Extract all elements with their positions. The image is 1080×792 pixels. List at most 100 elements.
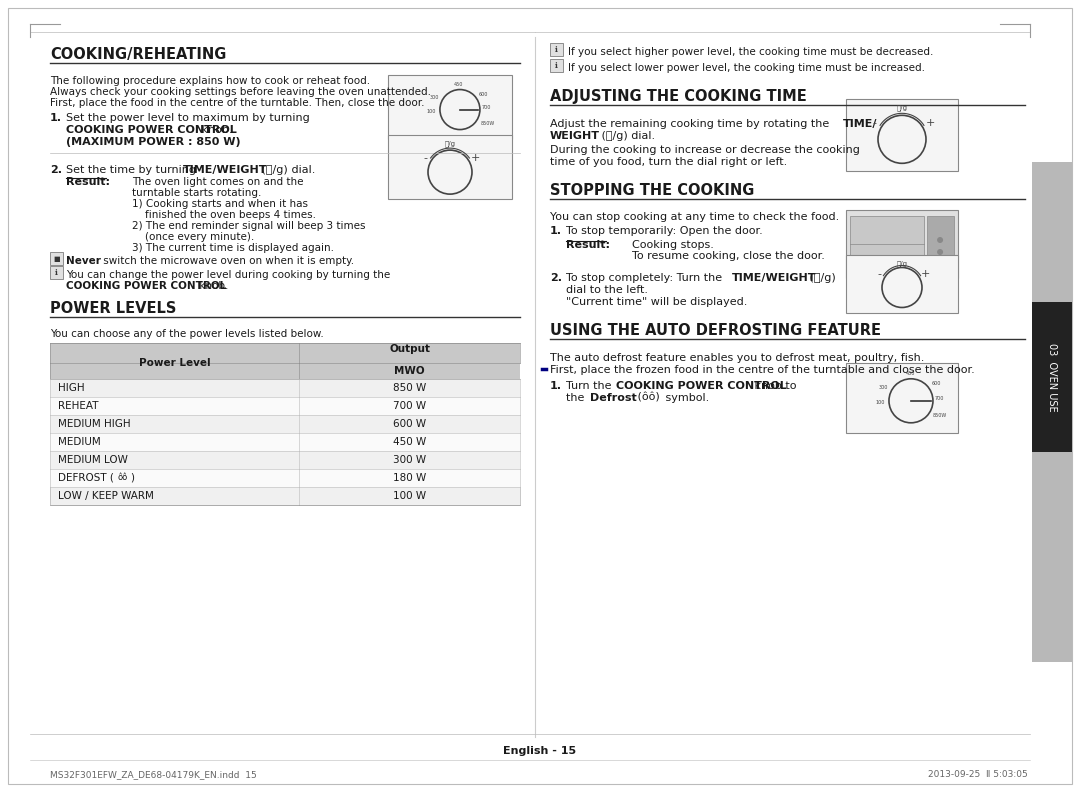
Text: MEDIUM HIGH: MEDIUM HIGH [58, 419, 131, 429]
Bar [388, 75, 512, 139]
Bar [846, 99, 958, 171]
Text: To resume cooking, close the door.: To resume cooking, close the door. [632, 251, 825, 261]
Text: 100: 100 [876, 400, 885, 406]
Text: (⏱/g): (⏱/g) [806, 273, 836, 283]
Bar [550, 43, 563, 56]
Text: 100: 100 [427, 109, 436, 114]
Text: (⏱/g) dial.: (⏱/g) dial. [598, 131, 656, 141]
Text: 2.: 2. [50, 165, 62, 175]
Text: finished the oven beeps 4 times.: finished the oven beeps 4 times. [132, 210, 316, 220]
Bar [1032, 162, 1072, 662]
Bar [846, 363, 958, 433]
Text: ℹ: ℹ [555, 45, 558, 54]
Text: Power Level: Power Level [138, 358, 211, 368]
Text: 850W: 850W [933, 413, 947, 418]
Bar [50, 487, 519, 505]
Text: knob to: knob to [751, 381, 797, 391]
Text: 2.: 2. [550, 273, 562, 283]
Bar [388, 135, 512, 199]
Text: English - 15: English - 15 [503, 746, 577, 756]
Text: ôô: ôô [118, 474, 129, 482]
Text: +: + [470, 153, 480, 163]
Text: (⏱/g): (⏱/g) [258, 165, 287, 175]
Bar [1032, 302, 1072, 452]
Bar [50, 343, 519, 363]
Text: During the cooking to increase or decrease the cooking: During the cooking to increase or decrea… [550, 145, 860, 155]
Text: time of you food, turn the dial right or left.: time of you food, turn the dial right or… [550, 157, 787, 167]
Text: -: - [872, 118, 876, 128]
Text: You can choose any of the power levels listed below.: You can choose any of the power levels l… [50, 329, 324, 339]
Text: ⏱/g: ⏱/g [896, 260, 907, 267]
Bar [927, 216, 954, 272]
Text: Output: Output [389, 344, 430, 354]
Text: 300: 300 [430, 95, 438, 100]
Text: You can stop cooking at any time to check the food.: You can stop cooking at any time to chec… [550, 212, 839, 222]
Text: dial to the left.: dial to the left. [566, 285, 648, 295]
Text: 600 W: 600 W [393, 419, 427, 429]
Bar [50, 415, 519, 433]
Text: ADJUSTING THE COOKING TIME: ADJUSTING THE COOKING TIME [550, 89, 807, 104]
Text: MS32F301EFW_ZA_DE68-04179K_EN.indd  15: MS32F301EFW_ZA_DE68-04179K_EN.indd 15 [50, 770, 257, 779]
Text: 1.: 1. [550, 381, 562, 391]
Text: TIME/WEIGHT: TIME/WEIGHT [183, 165, 268, 175]
Text: To stop completely: Turn the: To stop completely: Turn the [566, 273, 726, 283]
Text: MEDIUM LOW: MEDIUM LOW [58, 455, 127, 465]
Text: 2) The end reminder signal will beep 3 times: 2) The end reminder signal will beep 3 t… [132, 221, 365, 231]
Text: To stop temporarily: Open the door.: To stop temporarily: Open the door. [566, 226, 762, 236]
Text: 450: 450 [455, 82, 463, 86]
Text: switch the microwave oven on when it is empty.: switch the microwave oven on when it is … [100, 256, 354, 266]
Text: ): ) [130, 473, 134, 483]
Text: Cooking stops.: Cooking stops. [632, 240, 714, 250]
Text: POWER LEVELS: POWER LEVELS [50, 301, 176, 316]
Text: ⏱/g: ⏱/g [445, 140, 456, 147]
Text: COOKING POWER CONTROL: COOKING POWER CONTROL [66, 281, 226, 291]
Circle shape [937, 261, 943, 267]
Bar [846, 255, 958, 313]
Bar [299, 363, 519, 379]
Text: +: + [926, 118, 934, 128]
Bar [50, 397, 519, 415]
Text: LOW / KEEP WARM: LOW / KEEP WARM [58, 491, 153, 501]
Text: 03  OVEN USE: 03 OVEN USE [1047, 343, 1057, 411]
Text: TIME/: TIME/ [843, 119, 877, 129]
Text: If you select lower power level, the cooking time must be increased.: If you select lower power level, the coo… [568, 63, 924, 73]
Text: turntable starts rotating.: turntable starts rotating. [132, 188, 261, 198]
Text: If you select higher power level, the cooking time must be decreased.: If you select higher power level, the co… [568, 47, 933, 57]
Text: 450 W: 450 W [393, 437, 427, 447]
Text: 600: 600 [932, 381, 942, 386]
Bar [846, 210, 958, 278]
Text: MEDIUM: MEDIUM [58, 437, 100, 447]
Text: DEFROST (: DEFROST ( [58, 473, 113, 483]
Text: Always check your cooking settings before leaving the oven unattended.: Always check your cooking settings befor… [50, 87, 431, 97]
Text: The auto defrost feature enables you to defrost meat, poultry, fish.: The auto defrost feature enables you to … [550, 353, 924, 363]
Text: 300 W: 300 W [393, 455, 427, 465]
Text: COOKING POWER CONTROL: COOKING POWER CONTROL [616, 381, 786, 391]
Text: 3) The current time is displayed again.: 3) The current time is displayed again. [132, 243, 334, 253]
Text: Turn the: Turn the [566, 381, 615, 391]
Text: 700: 700 [935, 396, 944, 402]
Text: 2013-09-25  Ⅱ 5:03:05: 2013-09-25 Ⅱ 5:03:05 [928, 770, 1028, 779]
Text: (once every minute).: (once every minute). [132, 232, 254, 242]
Bar [50, 469, 519, 487]
Text: Defrost: Defrost [590, 393, 637, 403]
Text: 1.: 1. [50, 113, 62, 123]
Text: ⏱/g: ⏱/g [896, 104, 907, 111]
Text: 180 W: 180 W [393, 473, 427, 483]
Text: -: - [877, 269, 881, 280]
Text: ■: ■ [53, 256, 59, 261]
Text: REHEAT: REHEAT [58, 401, 98, 411]
Text: STOPPING THE COOKING: STOPPING THE COOKING [550, 183, 754, 198]
Text: 1.: 1. [550, 226, 562, 236]
Text: First, place the food in the centre of the turntable. Then, close the door.: First, place the food in the centre of t… [50, 98, 424, 108]
Text: HIGH: HIGH [58, 383, 84, 393]
Text: 300: 300 [879, 385, 888, 390]
Bar [550, 59, 563, 72]
Text: Set the time by turning: Set the time by turning [66, 165, 200, 175]
Text: Never: Never [66, 256, 100, 266]
Text: You can change the power level during cooking by turning the: You can change the power level during co… [66, 270, 390, 280]
Text: COOKING/REHEATING: COOKING/REHEATING [50, 47, 227, 62]
Bar [50, 266, 63, 279]
Text: 1) Cooking starts and when it has: 1) Cooking starts and when it has [132, 199, 308, 209]
Text: The oven light comes on and the: The oven light comes on and the [132, 177, 303, 187]
Text: Result:: Result: [566, 240, 610, 250]
